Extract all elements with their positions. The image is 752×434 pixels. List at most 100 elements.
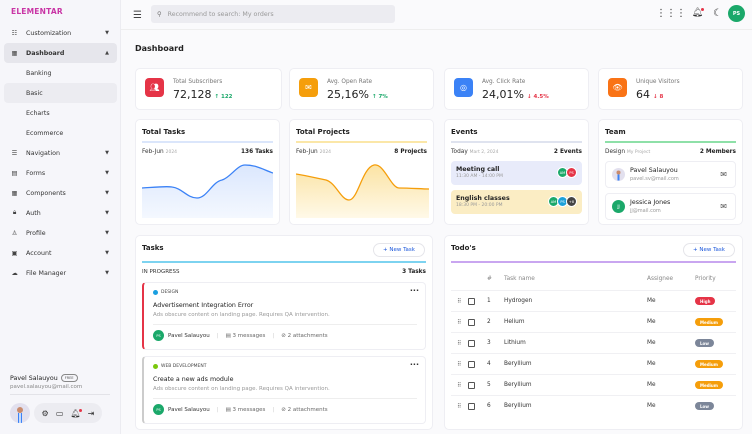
lock-icon: 🔒︎ xyxy=(12,209,17,216)
task-item[interactable]: WEB DEVELOPMENT ··· Create a new ads mod… xyxy=(142,356,426,424)
stat-number: 72,128 xyxy=(173,88,212,101)
notification-icon[interactable]: 🔔︎ xyxy=(70,408,82,418)
year: 2024 xyxy=(165,150,178,155)
table-row: ⠿ 2 Helium Me Medium xyxy=(451,311,736,332)
team-card: Team Design My Project 2 Members Pavel S… xyxy=(598,119,743,225)
column-header[interactable]: Priority xyxy=(695,276,716,282)
chevron-down-icon: ▼ xyxy=(105,270,109,276)
row-checkbox[interactable] xyxy=(468,381,475,389)
task-footer: PS Pavel Salauyou | ▤ 3 messages | ⊘ 2 attach… xyxy=(153,404,328,415)
task-item[interactable]: DESIGN ··· Advertisement Integration Err… xyxy=(142,282,426,350)
sidebar-item-navigation[interactable]: ☰ Navigation ▼ xyxy=(4,143,117,163)
account-icon: ▣ xyxy=(11,249,18,257)
stat-delta: ↓ 8 xyxy=(653,94,664,100)
profile-name: Pavel Salauyou xyxy=(10,375,58,382)
message-icon: ▤ xyxy=(225,332,231,339)
eye-icon: 👁︎ xyxy=(608,78,627,97)
divider xyxy=(10,394,110,395)
search-input[interactable]: ⚲ Recommend to search: My orders xyxy=(151,5,395,23)
chevron-down-icon: ▼ xyxy=(105,170,109,176)
notification-icon[interactable]: 🔔︎ xyxy=(691,8,704,18)
events-card: Events Today Mart 2, 2024 2 Events Meeti… xyxy=(444,119,589,225)
member-email: jj@mail.com xyxy=(630,208,661,214)
sidebar-sub-basic[interactable]: Basic xyxy=(4,83,117,103)
dark-mode-icon[interactable]: ☾ xyxy=(713,8,722,19)
delta-value: 7% xyxy=(378,94,388,100)
drag-handle-icon[interactable]: ⠿ xyxy=(457,381,462,389)
more-icon[interactable]: ··· xyxy=(409,360,419,369)
date-range: Feb-Jun 2024 xyxy=(142,149,177,155)
user-avatar[interactable]: PS xyxy=(728,5,745,22)
hamburger-icon[interactable]: ☰ xyxy=(133,10,142,21)
drag-handle-icon[interactable]: ⠿ xyxy=(457,297,462,305)
summary: 136 Tasks xyxy=(241,149,273,155)
chevron-down-icon: ▼ xyxy=(105,30,109,36)
event-time: 11:30 AM - 14:00 PM xyxy=(456,174,503,179)
click-icon: ◎ xyxy=(454,78,473,97)
billing-icon[interactable]: ▭ xyxy=(55,408,64,418)
drag-handle-icon[interactable]: ⠿ xyxy=(457,360,462,368)
sidebar-item-components[interactable]: ▦ Components ▼ xyxy=(4,183,117,203)
sidebar-nav: ☷ Customization ▼ ▦ Dashboard ▲ Banking Basi… xyxy=(4,23,117,283)
drag-handle-icon[interactable]: ⠿ xyxy=(457,318,462,326)
row-checkbox[interactable] xyxy=(468,402,475,410)
messages[interactable]: 3 messages xyxy=(232,332,266,339)
delta-value: 4.5% xyxy=(533,94,549,100)
task-name: Beryllium xyxy=(504,403,532,409)
sidebar-sub-banking[interactable]: Banking xyxy=(26,69,52,77)
event-time: 18:30 PM - 20:00 PM xyxy=(456,203,503,208)
row-checkbox[interactable] xyxy=(468,360,475,368)
cloud-icon: ☁ xyxy=(11,269,18,277)
stat-card: ✉ Avg. Open Rate 25,16% ↑ 7% xyxy=(289,68,434,110)
column-header[interactable]: Task name xyxy=(504,276,535,282)
sidebar-item-forms[interactable]: ▤ Forms ▼ xyxy=(4,163,117,183)
avatar[interactable] xyxy=(10,403,30,423)
new-task-button[interactable]: + New Task xyxy=(683,243,735,257)
components-icon: ▦ xyxy=(11,189,18,197)
range: Feb-Jun xyxy=(142,149,164,155)
chevron-down-icon: ▼ xyxy=(105,150,109,156)
stat-value: 25,16% ↑ 7% xyxy=(327,88,388,101)
row-checkbox[interactable] xyxy=(468,339,475,347)
team-member[interactable]: JJ Jessica Jones jj@mail.com ✉ xyxy=(605,193,736,220)
sidebar-item-dashboard[interactable]: ▦ Dashboard ▲ xyxy=(4,43,117,63)
more-icon[interactable]: ··· xyxy=(409,286,419,295)
apps-icon[interactable]: ⋮⋮⋮ xyxy=(656,8,686,19)
event-item[interactable]: English classes 18:30 PM - 20:00 PM AM P… xyxy=(451,190,582,214)
sidebar-item-account[interactable]: ▣ Account ▼ xyxy=(4,243,117,263)
drag-handle-icon[interactable]: ⠿ xyxy=(457,402,462,410)
attachments[interactable]: 2 attachments xyxy=(287,406,328,413)
event-item[interactable]: Meeting call 11:30 AM - 14:00 PM AM PS xyxy=(451,161,582,185)
date-row: Today Mart 2, 2024 xyxy=(451,149,498,155)
stat-card: 👥︎ Total Subscribers 72,128 ↑ 122 xyxy=(135,68,282,110)
task-title: Advertisement Integration Error xyxy=(153,302,254,309)
row-checkbox[interactable] xyxy=(468,318,475,326)
sidebar-item-customization[interactable]: ☷ Customization ▼ xyxy=(4,23,117,43)
mail-icon[interactable]: ✉ xyxy=(720,170,727,179)
app-logo[interactable]: ELEMENTAR xyxy=(11,7,63,16)
grid-icon: ▦ xyxy=(11,49,18,57)
sidebar-item-file-manager[interactable]: ☁ File Manager ▼ xyxy=(4,263,117,283)
new-task-button[interactable]: + New Task xyxy=(373,243,425,257)
messages[interactable]: 3 messages xyxy=(232,406,266,413)
task-name: Beryllium xyxy=(504,382,532,388)
avatar xyxy=(612,168,625,181)
column-header[interactable]: Assignee xyxy=(647,276,674,282)
sidebar-sub-ecommerce[interactable]: Ecommerce xyxy=(26,129,64,137)
priority-badge: Medium xyxy=(695,381,723,389)
search-placeholder: Recommend to search: My orders xyxy=(167,10,274,18)
row-checkbox[interactable] xyxy=(468,297,475,305)
mail-icon[interactable]: ✉ xyxy=(720,202,727,211)
sidebar-item-profile[interactable]: ♙ Profile ▼ xyxy=(4,223,117,243)
logout-icon[interactable]: ⇥ xyxy=(87,408,95,418)
attachments[interactable]: 2 attachments xyxy=(287,332,328,339)
settings-icon[interactable]: ⚙ xyxy=(41,408,49,418)
sidebar-item-auth[interactable]: 🔒︎ Auth ▼ xyxy=(4,203,117,223)
sidebar-sub-echarts[interactable]: Echarts xyxy=(26,109,50,117)
member-email: pavel.sv@mail.com xyxy=(630,176,679,182)
drag-handle-icon[interactable]: ⠿ xyxy=(457,339,462,347)
tag-label: DESIGN xyxy=(161,290,179,295)
paperclip-icon: ⊘ xyxy=(281,406,286,413)
sidebar-item-label: Forms xyxy=(26,169,46,177)
team-member[interactable]: Pavel Salauyou pavel.sv@mail.com ✉ xyxy=(605,161,736,188)
